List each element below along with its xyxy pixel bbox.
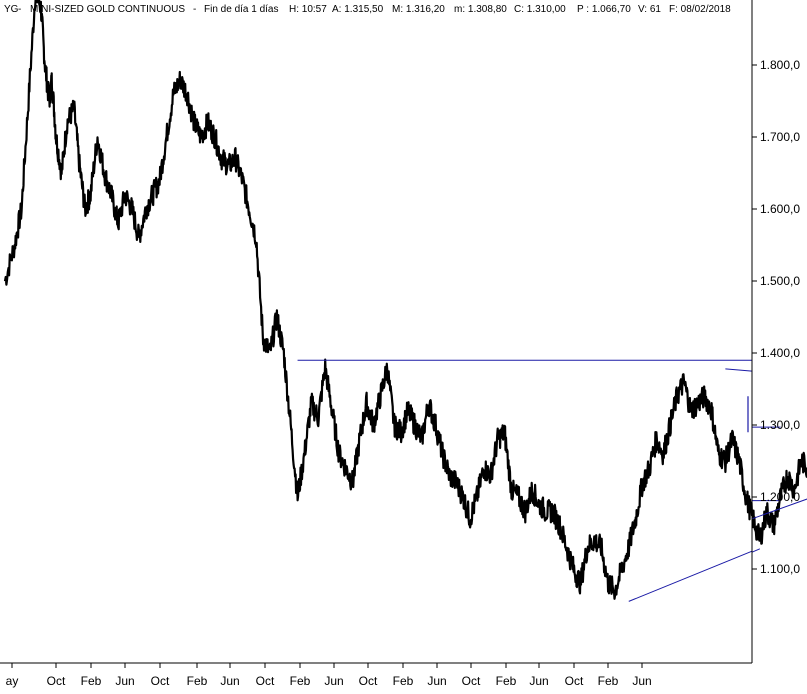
x-tick-label: Feb [187,674,208,688]
x-tick-label: Oct [462,674,481,688]
header-date-value: F: 08/02/2018 [669,4,731,15]
header-m-value: M: 1.316,20 [392,4,445,15]
trend-line [751,498,807,520]
x-tick-label: Oct [565,674,584,688]
x-tick-label: ay [6,674,19,688]
price-line [3,0,807,600]
x-axis: ay Oct Feb Jun Oct Feb Jun Oct Feb Jun Oct Feb Jun Oc… [0,662,752,688]
header-low-value: m: 1.308,80 [454,4,507,15]
trend-line [725,368,753,372]
x-tick-label: Jun [427,674,446,688]
x-tick-label: Oct [47,674,66,688]
y-tick-label: 1.400,0 [760,346,800,360]
x-tick-label: Oct [359,674,378,688]
y-tick-label: 1.800,0 [760,58,800,72]
y-axis: 1.800,0 1.700,0 1.600,0 1.500,0 1.400,0 1.300… [751,0,800,663]
y-tick-label: 1.100,0 [760,562,800,576]
header-separator-2: - [193,4,196,15]
x-tick-label: Jun [324,674,343,688]
header-close-value: C: 1.310,00 [514,4,566,15]
price-series [3,0,807,600]
y-tick-label: 1.300,0 [760,418,800,432]
x-tick-label: Oct [151,674,170,688]
header-name: MINI-SIZED GOLD CONTINUOUS [30,4,185,15]
x-tick-label: Jun [632,674,651,688]
header-symbol: YG [4,4,19,15]
x-tick-label: Oct [256,674,275,688]
y-tick-label: 1.500,0 [760,274,800,288]
header-v-value: V: 61 [638,4,661,15]
chart-header: YG - MINI-SIZED GOLD CONTINUOUS - Fin de… [4,4,731,15]
x-tick-label: Feb [598,674,619,688]
y-tick-label: 1.700,0 [760,130,800,144]
y-tick-label: 1.600,0 [760,202,800,216]
trend-line [628,550,753,602]
x-tick-label: Feb [81,674,102,688]
x-tick-label: Feb [496,674,517,688]
trend-line [751,548,761,553]
x-tick-label: Jun [529,674,548,688]
x-tick-label: Feb [393,674,414,688]
header-a-value: A: 1.315,50 [332,4,384,15]
header-h-value: H: 10:57 [289,4,327,15]
header-p-value: P : 1.066,70 [577,4,631,15]
x-tick-label: Jun [220,674,239,688]
header-timeframe: Fin de día 1 días [204,4,279,15]
header-separator: - [18,4,21,15]
trend-lines [297,359,807,602]
x-tick-label: Jun [115,674,134,688]
x-tick-label: Feb [290,674,311,688]
y-tick-label: 1.200,0 [760,490,800,504]
